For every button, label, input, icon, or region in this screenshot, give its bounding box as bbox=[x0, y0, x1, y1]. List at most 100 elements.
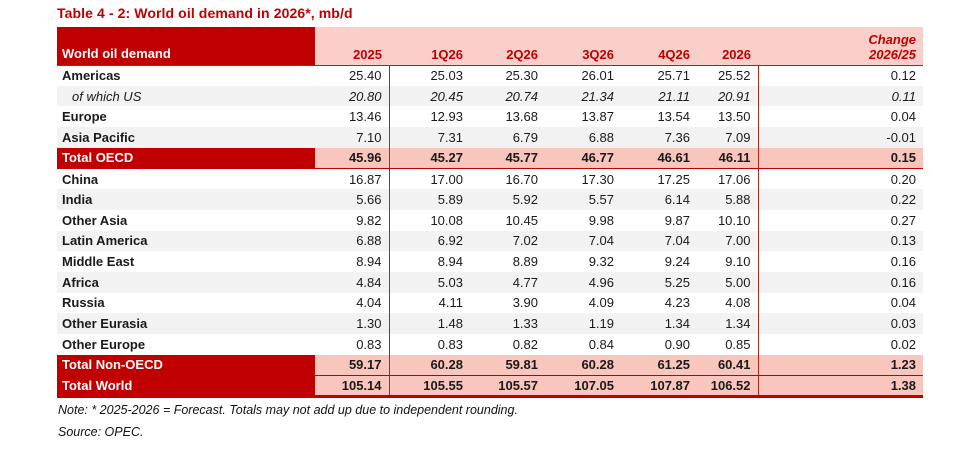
table-cell: 7.04 bbox=[545, 230, 621, 252]
table-cell: 46.11 bbox=[697, 147, 759, 169]
table-cell: 4.77 bbox=[470, 271, 545, 293]
table-cell: 105.14 bbox=[315, 375, 390, 398]
table-cell: 10.10 bbox=[697, 209, 759, 231]
table-cell: 5.88 bbox=[697, 189, 759, 210]
row-label: Other Asia bbox=[57, 209, 315, 231]
row-label: Middle East bbox=[57, 251, 315, 272]
table-cell: 45.27 bbox=[389, 147, 470, 169]
table-cell: 7.00 bbox=[697, 230, 759, 252]
header-row: World oil demand 2025 1Q26 2Q26 3Q26 4Q2… bbox=[57, 27, 923, 66]
table-cell: 6.88 bbox=[545, 127, 621, 148]
table-cell: 1.34 bbox=[621, 313, 697, 334]
table-cell: 6.79 bbox=[470, 127, 545, 148]
table-cell: 4.08 bbox=[697, 292, 759, 314]
table-cell: 17.00 bbox=[389, 168, 470, 190]
source-note: Source: OPEC. bbox=[58, 425, 144, 439]
table-cell: 0.90 bbox=[621, 333, 697, 355]
table-cell: 0.15 bbox=[758, 147, 923, 169]
table-cell: 9.98 bbox=[545, 209, 621, 231]
table-cell: 0.11 bbox=[758, 85, 923, 107]
table-cell: 20.45 bbox=[389, 85, 470, 107]
table-cell: 20.91 bbox=[697, 85, 759, 107]
row-label: Africa bbox=[57, 271, 315, 293]
table-cell: 5.25 bbox=[621, 271, 697, 293]
table-cell: 59.81 bbox=[470, 354, 545, 376]
table-cell: 25.71 bbox=[621, 65, 697, 86]
table-cell: 0.03 bbox=[758, 313, 923, 334]
table-cell: 7.10 bbox=[315, 127, 390, 148]
table-cell: 9.10 bbox=[697, 251, 759, 272]
table-cell: 21.11 bbox=[621, 85, 697, 107]
table-cell: 0.12 bbox=[758, 65, 923, 86]
table-cell: 45.77 bbox=[470, 147, 545, 169]
table-cell: 4.96 bbox=[545, 271, 621, 293]
col-header-2026: 2026 bbox=[697, 27, 758, 66]
table-cell: 105.55 bbox=[389, 375, 470, 398]
row-label: Other Eurasia bbox=[57, 313, 315, 334]
row-label: India bbox=[57, 189, 315, 210]
table-cell: 9.32 bbox=[545, 251, 621, 272]
table-title: Table 4 - 2: World oil demand in 2026*, … bbox=[57, 5, 353, 21]
table-row-total-non-oecd: Total Non-OECD 59.17 60.28 59.81 60.28 61.25 6… bbox=[57, 354, 923, 376]
table-row-asia-pacific: Asia Pacific 7.10 7.31 6.79 6.88 7.36 7.09 -0.0… bbox=[57, 127, 923, 148]
table-cell: 3.90 bbox=[470, 292, 545, 314]
table-cell: 6.92 bbox=[389, 230, 470, 252]
row-label: Total Non-OECD bbox=[57, 354, 315, 376]
table-cell: 1.38 bbox=[758, 375, 923, 398]
row-label: Russia bbox=[57, 292, 315, 314]
table-cell: 17.06 bbox=[697, 168, 759, 190]
row-label: Asia Pacific bbox=[57, 127, 315, 148]
table-cell: 46.61 bbox=[621, 147, 697, 169]
table-row-africa: Africa 4.84 5.03 4.77 4.96 5.25 5.00 0.16 bbox=[57, 271, 923, 293]
table-cell: 0.16 bbox=[758, 271, 923, 293]
table-cell: 0.83 bbox=[315, 333, 390, 355]
table-cell: 4.09 bbox=[545, 292, 621, 314]
table-cell: 1.34 bbox=[697, 313, 759, 334]
table-cell: 4.84 bbox=[315, 271, 390, 293]
table-row-other-europe: Other Europe 0.83 0.83 0.82 0.84 0.90 0.85 0.02 bbox=[57, 333, 923, 355]
table-cell: 4.23 bbox=[621, 292, 697, 314]
row-label: Other Europe bbox=[57, 333, 315, 355]
table-cell: 17.30 bbox=[545, 168, 621, 190]
table-cell: 60.28 bbox=[545, 354, 621, 376]
table-cell: 0.13 bbox=[758, 230, 923, 252]
world-oil-demand-table: World oil demand 2025 1Q26 2Q26 3Q26 4Q2… bbox=[57, 27, 923, 398]
row-label: Americas bbox=[57, 65, 315, 86]
col-header-2q26: 2Q26 bbox=[470, 27, 545, 66]
table-cell: 1.30 bbox=[315, 313, 390, 334]
table-cell: 107.05 bbox=[545, 375, 621, 398]
table-cell: 7.36 bbox=[621, 127, 697, 148]
table-cell: 13.54 bbox=[621, 106, 697, 128]
table-row-americas: Americas 25.40 25.03 25.30 26.01 25.71 25.52 0.… bbox=[57, 65, 923, 86]
table-cell: 5.57 bbox=[545, 189, 621, 210]
col-header-3q26: 3Q26 bbox=[545, 27, 621, 66]
table-cell: 5.92 bbox=[470, 189, 545, 210]
table-row-total-world: Total World 105.14 105.55 105.57 107.05 107.8… bbox=[57, 375, 923, 398]
table-cell: 60.41 bbox=[697, 354, 759, 376]
table-cell: 13.87 bbox=[545, 106, 621, 128]
table-cell: 8.94 bbox=[389, 251, 470, 272]
table-cell: 0.85 bbox=[697, 333, 759, 355]
table-cell: 5.89 bbox=[389, 189, 470, 210]
table-cell: 10.08 bbox=[389, 209, 470, 231]
table-cell: 0.04 bbox=[758, 106, 923, 128]
row-label: Total World bbox=[57, 375, 315, 398]
table-cell: -0.01 bbox=[758, 127, 923, 148]
row-label: of which US bbox=[57, 85, 315, 107]
table-cell: 5.03 bbox=[389, 271, 470, 293]
table-cell: 6.88 bbox=[315, 230, 390, 252]
table-cell: 9.87 bbox=[621, 209, 697, 231]
table-cell: 5.66 bbox=[315, 189, 390, 210]
table-cell: 0.27 bbox=[758, 209, 923, 231]
table-row-middle-east: Middle East 8.94 8.94 8.89 9.32 9.24 9.10 0.16 bbox=[57, 251, 923, 272]
table-cell: 16.87 bbox=[315, 168, 390, 190]
table-cell: 106.52 bbox=[697, 375, 759, 398]
table-cell: 0.02 bbox=[758, 333, 923, 355]
table-row-europe: Europe 13.46 12.93 13.68 13.87 13.54 13.50 0.04 bbox=[57, 106, 923, 128]
row-label: Europe bbox=[57, 106, 315, 128]
table-cell: 0.16 bbox=[758, 251, 923, 272]
table-row-other-eurasia: Other Eurasia 1.30 1.48 1.33 1.19 1.34 1.34 0.0… bbox=[57, 313, 923, 334]
table-cell: 61.25 bbox=[621, 354, 697, 376]
table-cell: 0.22 bbox=[758, 189, 923, 210]
table-row-china: China 16.87 17.00 16.70 17.30 17.25 17.06 0.20 bbox=[57, 168, 923, 190]
